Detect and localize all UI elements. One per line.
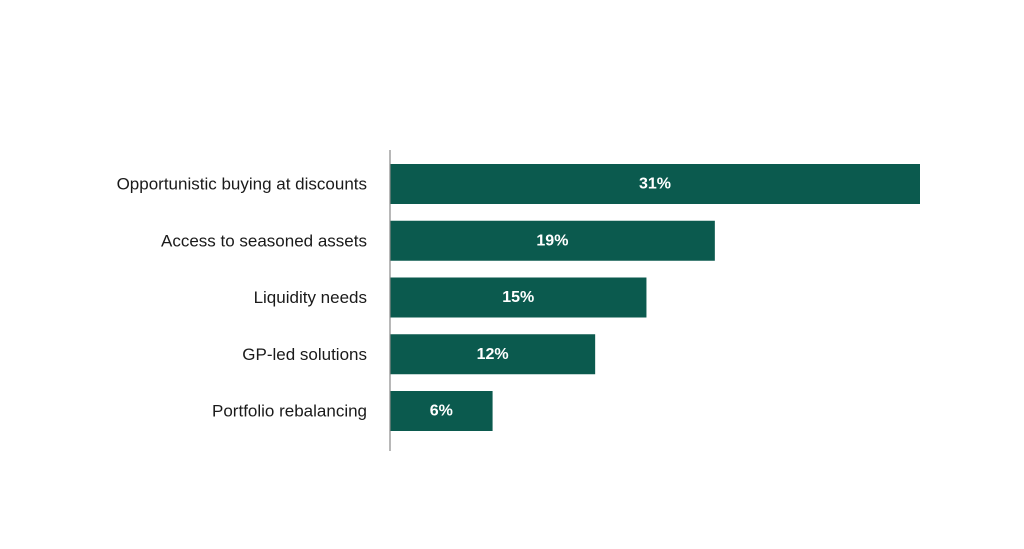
category-label-0: Opportunistic buying at discounts bbox=[117, 175, 367, 194]
category-label-2: Liquidity needs bbox=[254, 288, 367, 307]
value-labels-group: 31% 19% 15% 12% 6% bbox=[430, 176, 671, 420]
category-label-1: Access to seasoned assets bbox=[161, 231, 367, 250]
bars-group bbox=[390, 164, 920, 431]
category-label-4: Portfolio rebalancing bbox=[212, 402, 367, 421]
bar-2 bbox=[390, 277, 647, 318]
bar-1 bbox=[390, 220, 715, 261]
value-label-0: 31% bbox=[639, 176, 671, 193]
bar-4 bbox=[390, 391, 493, 431]
value-label-3: 12% bbox=[477, 346, 509, 363]
value-label-4: 6% bbox=[430, 403, 453, 420]
category-labels-group: Opportunistic buying at discounts Access … bbox=[117, 175, 367, 421]
value-label-2: 15% bbox=[502, 289, 534, 306]
bar-3 bbox=[390, 334, 596, 375]
bar-0 bbox=[390, 164, 920, 204]
category-label-3: GP-led solutions bbox=[242, 345, 367, 364]
value-label-1: 19% bbox=[536, 232, 568, 249]
